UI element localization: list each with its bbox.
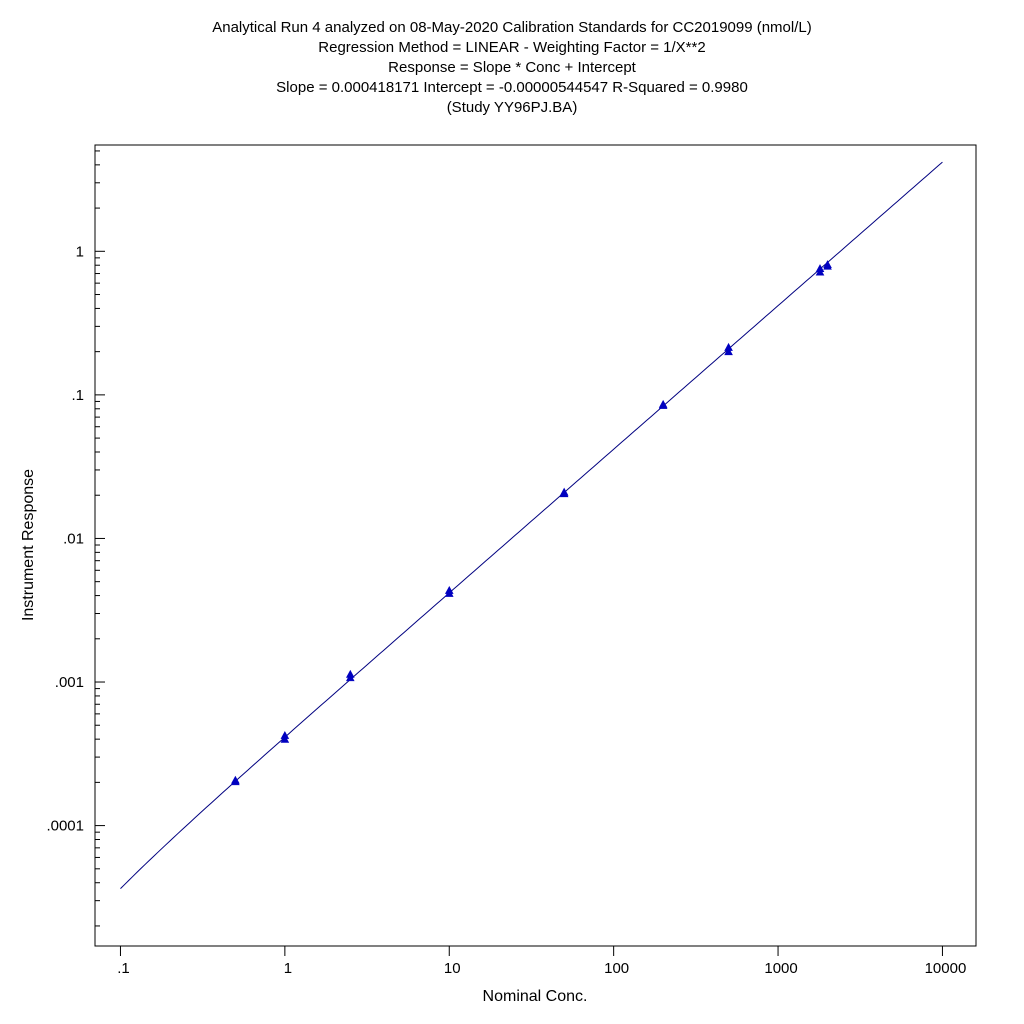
x-tick-label: .1 <box>117 960 130 977</box>
chart-title-line-5: (Study YY96PJ.BA) <box>446 99 578 116</box>
data-point-triangle <box>724 342 733 351</box>
data-point-triangle <box>345 669 355 678</box>
y-tick-label: .0001 <box>46 818 84 835</box>
y-tick-label: .001 <box>55 674 84 691</box>
y-axis-ticks: .0001 .001 .01 .1 1 <box>46 150 105 927</box>
x-tick-label: 1 <box>284 960 292 977</box>
chart-title-line-2: Regression Method = LINEAR - Weighting F… <box>318 39 706 56</box>
chart-title-block: Analytical Run 4 analyzed on 08-May-2020… <box>0 18 1024 118</box>
data-point-triangle <box>280 734 290 743</box>
data-point-triangle <box>724 347 733 356</box>
chart-title-line-1: Analytical Run 4 analyzed on 08-May-2020… <box>212 19 812 36</box>
x-tick-label: 1000 <box>764 960 797 977</box>
x-axis-ticks: .1 1 10 100 1000 10000 <box>117 946 966 977</box>
chart-title-line-3: Response = Slope * Conc + Intercept <box>388 59 636 76</box>
data-point-triangle <box>815 264 825 273</box>
plot-area-frame <box>94 144 977 947</box>
data-point-triangle <box>444 585 454 594</box>
data-points-group <box>231 260 832 786</box>
chart-title-line-4: Slope = 0.000418171 Intercept = -0.00000… <box>276 79 748 96</box>
data-point-triangle <box>280 730 290 739</box>
data-point-triangle <box>231 775 240 784</box>
x-axis-label: Nominal Conc. <box>483 988 588 1005</box>
y-tick-label: 1 <box>76 243 84 260</box>
regression-line <box>120 161 943 890</box>
y-tick-label: .1 <box>71 387 84 404</box>
x-tick-label: 10000 <box>925 960 967 977</box>
x-tick-label: 10 <box>444 960 461 977</box>
y-tick-label: .01 <box>63 530 84 547</box>
data-point-triangle <box>658 399 668 408</box>
x-tick-label: 100 <box>604 960 629 977</box>
data-point-triangle <box>559 487 569 496</box>
regression-line-group <box>120 161 943 890</box>
y-axis-label: Instrument Response <box>20 469 37 621</box>
data-point-triangle <box>823 261 832 270</box>
